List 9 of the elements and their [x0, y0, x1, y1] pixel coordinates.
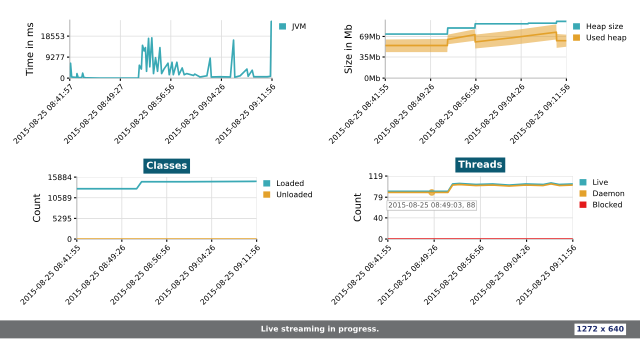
- chart-title: Threads: [458, 160, 502, 168]
- line-series: [385, 20, 566, 35]
- y-axis-title: Count: [32, 194, 40, 222]
- line-series: [70, 20, 272, 78]
- y-axis-title: Size in Mb: [344, 24, 352, 74]
- line-series: [385, 31, 566, 46]
- y-axis-title: Time in ms: [26, 22, 34, 76]
- y-axis-title: Count: [354, 193, 361, 222]
- chart-title: Classes: [146, 161, 187, 169]
